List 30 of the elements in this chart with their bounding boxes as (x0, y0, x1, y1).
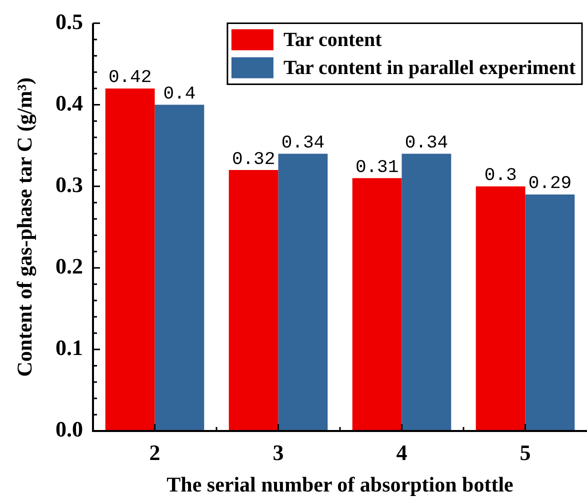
data-label: 0.34 (404, 133, 448, 154)
y-tick-label: 0.4 (56, 90, 83, 116)
bar (105, 88, 155, 431)
bar (278, 154, 328, 431)
bar (525, 194, 575, 431)
bar (154, 104, 204, 431)
x-tick-label: 3 (272, 440, 284, 465)
data-label: 0.3 (484, 166, 517, 186)
data-label: 0.4 (163, 84, 196, 105)
x-tick-label: 2 (149, 440, 160, 465)
bar (228, 170, 278, 431)
y-tick-label: 0.3 (56, 172, 83, 198)
x-tick-label: 5 (520, 440, 531, 465)
y-tick-label: 0.2 (56, 254, 83, 279)
bar (402, 154, 452, 431)
x-tick-label: 4 (396, 440, 408, 465)
y-tick-label: 0.1 (56, 335, 83, 360)
data-label: 0.34 (281, 133, 325, 154)
data-label: 0.31 (355, 158, 399, 178)
y-axis-title: Content of gas-phase tar C (g/m³) (12, 77, 36, 377)
bar (476, 186, 526, 431)
data-label: 0.42 (108, 68, 152, 88)
y-tick-label: 0.0 (56, 416, 83, 442)
x-axis-title: The serial number of absorption bottle (166, 472, 514, 496)
legend-label: Tar content in parallel experiment (283, 56, 576, 79)
y-tick-label: 0.5 (56, 8, 83, 34)
bar (352, 178, 402, 431)
data-label: 0.32 (232, 150, 276, 170)
legend-label: Tar content (283, 28, 382, 51)
data-label: 0.29 (528, 174, 572, 194)
